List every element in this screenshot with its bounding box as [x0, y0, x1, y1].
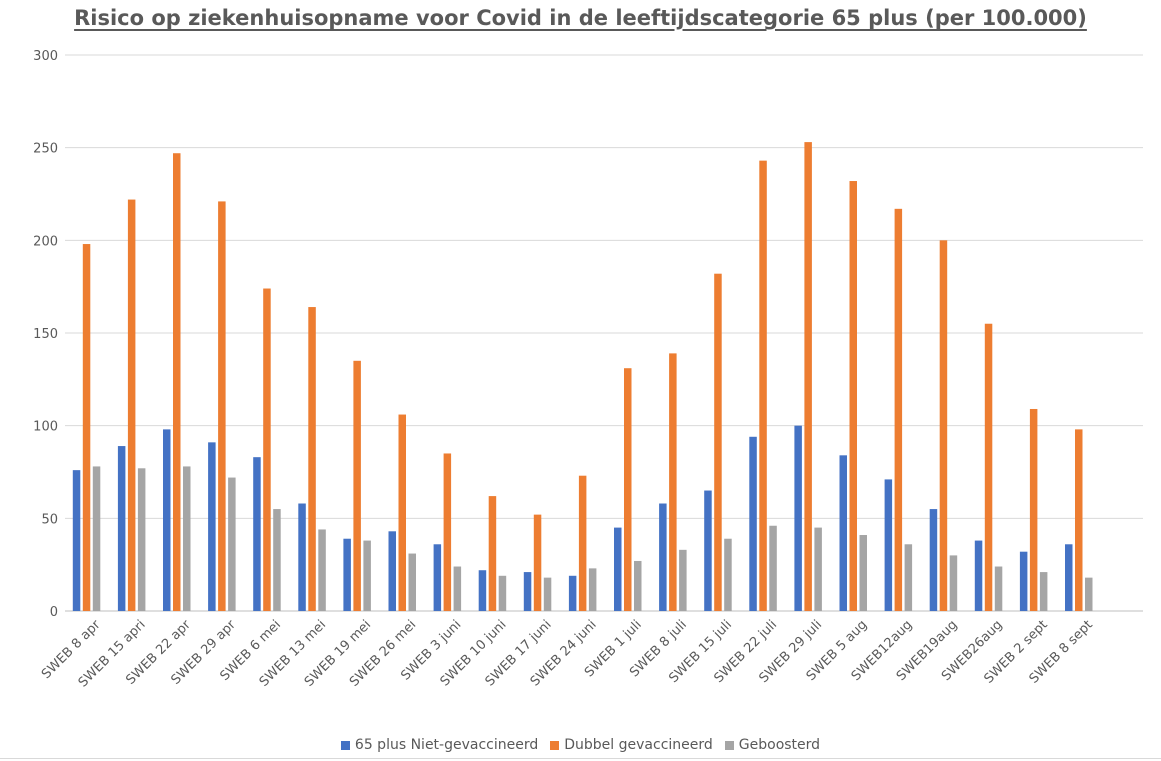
bar [208, 442, 216, 611]
y-tick-label: 300 [33, 49, 58, 64]
bar [1085, 577, 1093, 611]
bar [714, 273, 722, 611]
bar [884, 479, 893, 611]
legend-item: Geboosterd [724, 737, 821, 753]
bar [433, 544, 442, 611]
bar [523, 572, 532, 611]
legend-swatch [550, 740, 560, 750]
bar [679, 549, 687, 611]
bar [298, 503, 306, 611]
bar [1029, 408, 1038, 611]
bar [318, 529, 326, 611]
bar [117, 446, 126, 611]
y-tick-label: 0 [50, 605, 58, 620]
chart-border [0, 758, 1161, 759]
bar [1039, 572, 1048, 611]
y-tick-label: 150 [33, 327, 58, 342]
bar [939, 240, 948, 612]
bar [839, 455, 847, 611]
bar [859, 535, 867, 611]
bar [353, 360, 361, 611]
bar [904, 544, 913, 611]
bar [273, 509, 281, 611]
bar [1075, 429, 1083, 611]
bar [453, 566, 462, 611]
bar [163, 429, 171, 611]
bar [92, 466, 101, 611]
bar [769, 525, 777, 611]
bar [398, 414, 406, 611]
bar [568, 575, 577, 611]
bar [614, 527, 622, 611]
bar [634, 560, 642, 611]
bar [343, 538, 351, 611]
y-tick-label: 50 [41, 512, 58, 527]
bar [408, 553, 416, 611]
legend-label: Geboosterd [738, 737, 821, 753]
bar [704, 490, 712, 611]
bar [724, 538, 732, 611]
bar [543, 577, 552, 611]
bar [949, 555, 958, 611]
bar [388, 531, 396, 611]
y-axis-tick-labels: 0 50 100 150 200 250 300 [33, 49, 58, 620]
bar [984, 323, 993, 611]
bar [127, 199, 136, 611]
bar [228, 477, 236, 611]
chart-title: Risico op ziekenhuisopname voor Covid in… [74, 6, 1087, 30]
bar [994, 566, 1003, 611]
bar [82, 244, 91, 612]
legend-item: 65 plus Niet-gevaccineerd [340, 737, 539, 753]
bar [849, 181, 857, 611]
bar [183, 466, 191, 611]
bar [659, 503, 667, 611]
bar [218, 201, 226, 611]
bar [363, 540, 371, 611]
bar [173, 153, 181, 611]
bar [894, 208, 903, 611]
bar [974, 540, 983, 611]
bar [578, 475, 587, 611]
bar [263, 288, 271, 611]
bar [669, 353, 677, 611]
bar [488, 496, 497, 611]
y-tick-label: 200 [33, 234, 58, 249]
bar [137, 468, 146, 611]
bar [929, 509, 938, 611]
bar [478, 570, 487, 611]
legend-label: 65 plus Niet-gevaccineerd [354, 737, 539, 753]
bar [498, 575, 507, 611]
bar [624, 368, 632, 611]
bar [794, 425, 802, 611]
bar [1065, 544, 1073, 611]
y-tick-label: 100 [33, 420, 58, 435]
bar [533, 514, 542, 611]
bar [588, 568, 597, 611]
bars [72, 142, 1093, 612]
grid-lines [65, 54, 1143, 612]
bar [759, 160, 767, 611]
y-tick-label: 250 [33, 142, 58, 157]
bar [72, 470, 81, 611]
bar [443, 453, 452, 611]
legend-label: Dubbel gevaccineerd [564, 737, 713, 753]
bar [749, 436, 757, 611]
legend-swatch [724, 740, 734, 750]
legend: 65 plus Niet-gevaccineerd Dubbel gevaccin… [0, 737, 1161, 753]
bar [804, 142, 812, 611]
legend-swatch [340, 740, 350, 750]
bar [253, 457, 261, 611]
bar [814, 527, 822, 611]
bar [308, 307, 316, 611]
legend-item: Dubbel gevaccineerd [550, 737, 713, 753]
bar [1019, 551, 1028, 611]
